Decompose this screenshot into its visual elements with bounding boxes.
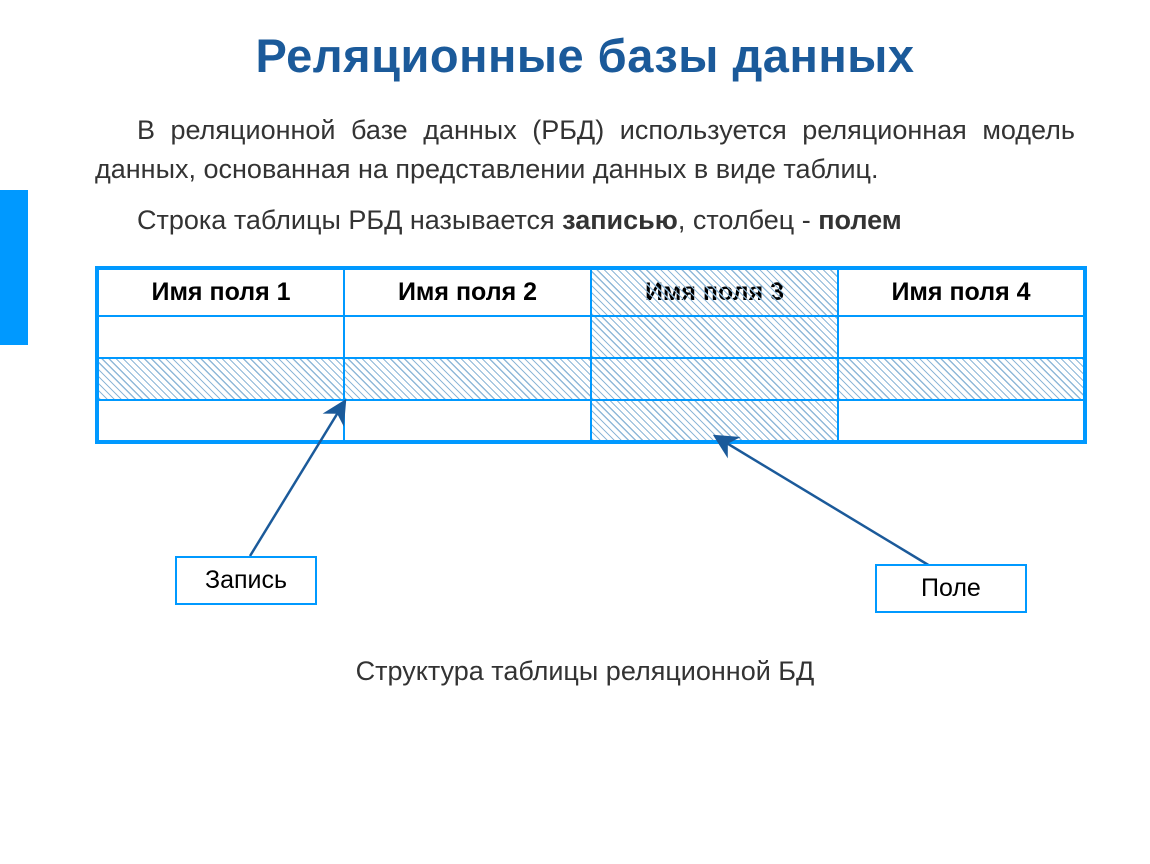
slide-content: Реляционные базы данных В реляционной ба… xyxy=(0,0,1150,666)
p2-bold-2: полем xyxy=(818,205,902,235)
data-row-1 xyxy=(97,316,1085,358)
relational-table: Имя поля 1 Имя поля 2 Имя поля 3 Имя пол… xyxy=(95,266,1087,444)
header-cell-4: Имя поля 4 xyxy=(838,268,1085,316)
cell xyxy=(344,400,591,442)
arrow-field xyxy=(715,436,930,566)
cell xyxy=(97,316,344,358)
side-decoration xyxy=(0,190,28,345)
data-row-2-hatched xyxy=(97,358,1085,400)
slide-title: Реляционные базы данных xyxy=(95,28,1075,83)
p2-mid: , столбец - xyxy=(678,205,818,235)
header-cell-1: Имя поля 1 xyxy=(97,268,344,316)
diagram-caption: Структура таблицы реляционной БД xyxy=(95,656,1075,687)
paragraph-1: В реляционной базе данных (РБД) использу… xyxy=(95,111,1075,189)
header-cell-3: Имя поля 3 xyxy=(591,268,838,316)
label-record: Запись xyxy=(175,556,317,605)
header-row: Имя поля 1 Имя поля 2 Имя поля 3 Имя пол… xyxy=(97,268,1085,316)
cell-hatched-row xyxy=(97,358,344,400)
cell-hatched-row xyxy=(838,358,1085,400)
header-cell-2: Имя поля 2 xyxy=(344,268,591,316)
label-field: Поле xyxy=(875,564,1027,613)
p2-bold-1: записью xyxy=(562,205,678,235)
cell xyxy=(838,400,1085,442)
cell-hatched-both xyxy=(591,358,838,400)
p2-pre: Строка таблицы РБД называется xyxy=(137,205,562,235)
cell xyxy=(838,316,1085,358)
cell-hatched-col xyxy=(591,400,838,442)
cell-hatched-col xyxy=(591,316,838,358)
diagram-container: Имя поля 1 Имя поля 2 Имя поля 3 Имя пол… xyxy=(95,266,1075,666)
paragraph-2: Строка таблицы РБД называется записью, с… xyxy=(95,201,1075,240)
cell xyxy=(97,400,344,442)
cell xyxy=(344,316,591,358)
data-row-3 xyxy=(97,400,1085,442)
cell-hatched-row xyxy=(344,358,591,400)
